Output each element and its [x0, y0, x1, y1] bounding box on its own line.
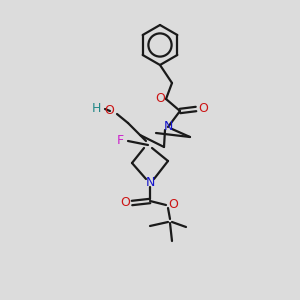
Text: H: H	[91, 101, 101, 115]
Text: O: O	[168, 199, 178, 212]
Text: O: O	[155, 92, 165, 106]
Text: O: O	[104, 104, 114, 118]
Text: O: O	[198, 103, 208, 116]
Text: F: F	[116, 134, 124, 148]
Text: O: O	[120, 196, 130, 209]
Text: N: N	[163, 121, 173, 134]
Text: N: N	[145, 176, 155, 190]
